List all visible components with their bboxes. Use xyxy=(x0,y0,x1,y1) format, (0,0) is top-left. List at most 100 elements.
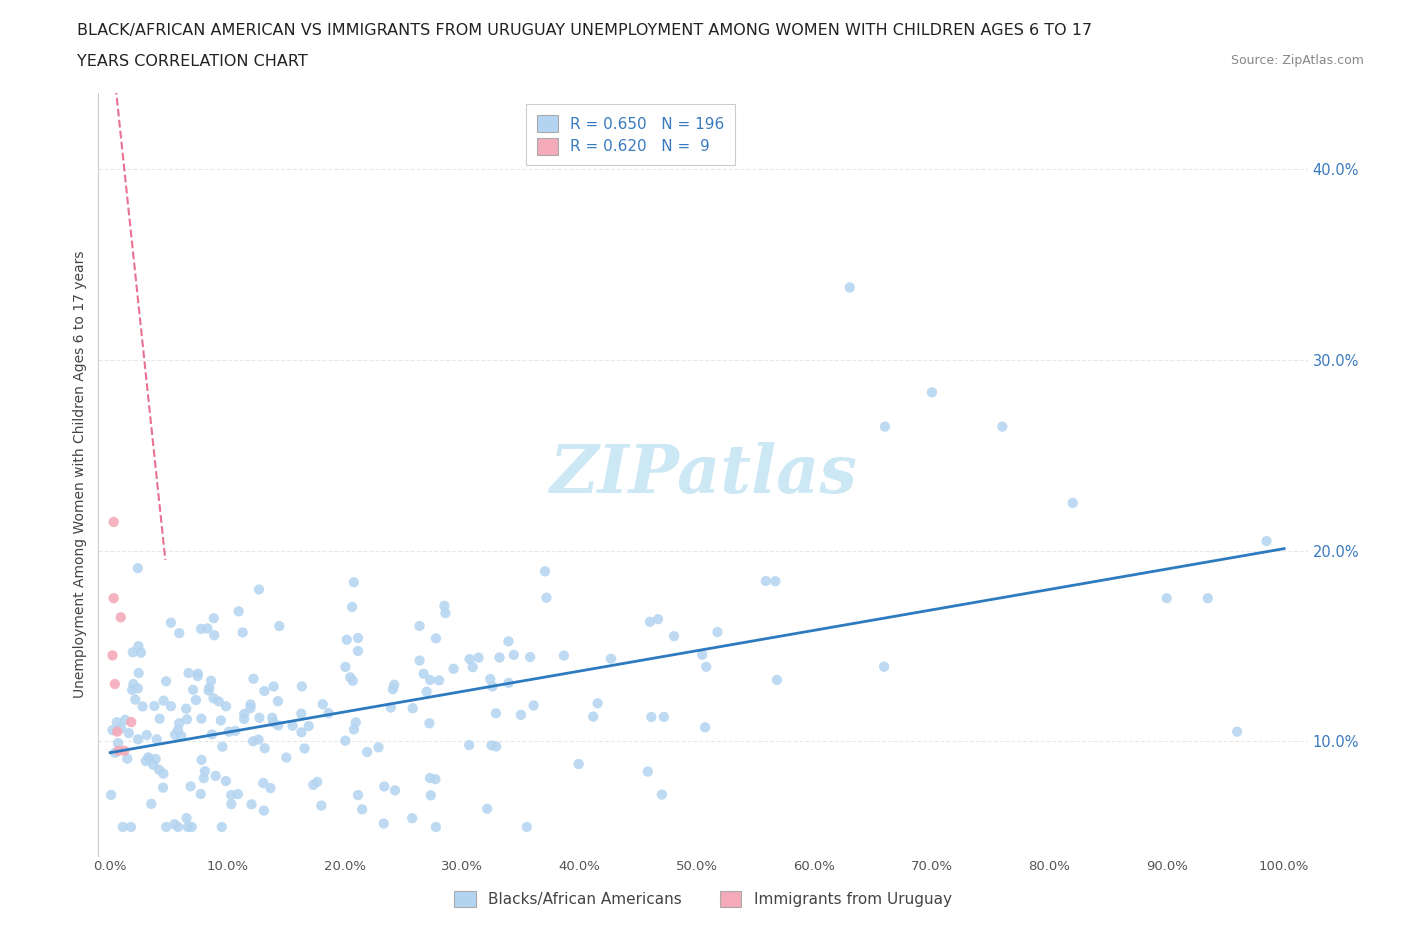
Point xyxy=(135,753,157,768)
Point xyxy=(262,715,284,730)
Point xyxy=(340,600,363,615)
Point xyxy=(152,693,174,708)
Point xyxy=(262,711,284,725)
Point xyxy=(373,817,395,831)
Text: Source: ZipAtlas.com: Source: ZipAtlas.com xyxy=(1230,54,1364,67)
Point xyxy=(342,673,364,688)
Point xyxy=(167,716,190,731)
Point xyxy=(498,675,520,690)
Point xyxy=(640,710,662,724)
Point xyxy=(167,626,190,641)
Point xyxy=(177,666,200,681)
Point xyxy=(167,819,190,834)
Point xyxy=(344,715,367,730)
Point xyxy=(115,751,138,766)
Point xyxy=(838,280,860,295)
Legend: Blacks/African Americans, Immigrants from Uruguay: Blacks/African Americans, Immigrants fro… xyxy=(447,883,959,915)
Point xyxy=(1062,496,1084,511)
Point xyxy=(335,659,357,674)
Point xyxy=(458,737,481,752)
Point xyxy=(181,683,204,698)
Point xyxy=(412,666,434,681)
Point xyxy=(291,679,314,694)
Point xyxy=(311,798,333,813)
Point xyxy=(198,681,221,696)
Point xyxy=(873,419,896,434)
Point xyxy=(662,629,685,644)
Point xyxy=(637,764,659,779)
Point xyxy=(502,647,524,662)
Point xyxy=(138,750,160,764)
Point xyxy=(233,707,256,722)
Point xyxy=(763,574,786,589)
Point xyxy=(356,745,378,760)
Point xyxy=(481,737,503,752)
Point xyxy=(534,564,557,578)
Text: YEARS CORRELATION CHART: YEARS CORRELATION CHART xyxy=(77,54,308,69)
Point xyxy=(408,653,430,668)
Point xyxy=(252,776,274,790)
Point xyxy=(367,740,389,755)
Point xyxy=(226,787,249,802)
Point xyxy=(149,711,172,726)
Point xyxy=(176,811,198,826)
Point xyxy=(343,575,366,590)
Point xyxy=(553,648,575,663)
Point xyxy=(155,674,177,689)
Point xyxy=(318,706,340,721)
Point xyxy=(267,694,290,709)
Point xyxy=(145,732,167,747)
Point xyxy=(127,561,149,576)
Point xyxy=(516,819,538,834)
Point xyxy=(114,712,136,727)
Point xyxy=(201,727,224,742)
Point xyxy=(401,701,423,716)
Point xyxy=(120,819,142,834)
Point xyxy=(477,802,499,817)
Point xyxy=(152,766,174,781)
Point xyxy=(190,787,212,802)
Point xyxy=(347,644,370,658)
Point xyxy=(343,722,366,737)
Point xyxy=(253,741,276,756)
Point xyxy=(143,698,166,713)
Point xyxy=(259,780,281,795)
Point xyxy=(209,713,232,728)
Point xyxy=(481,679,503,694)
Point xyxy=(294,741,316,756)
Point xyxy=(335,733,357,748)
Point xyxy=(479,671,502,686)
Point xyxy=(382,677,405,692)
Point xyxy=(195,621,218,636)
Point xyxy=(187,666,209,681)
Point xyxy=(141,796,163,811)
Point xyxy=(536,591,558,605)
Point xyxy=(425,631,447,645)
Point xyxy=(219,788,242,803)
Point xyxy=(135,727,157,742)
Point xyxy=(187,669,209,684)
Point xyxy=(509,708,531,723)
Point xyxy=(152,780,174,795)
Point xyxy=(138,751,160,766)
Point xyxy=(408,618,430,633)
Point xyxy=(425,772,447,787)
Point xyxy=(218,724,240,739)
Point xyxy=(373,779,395,794)
Point xyxy=(242,734,264,749)
Point xyxy=(142,757,165,772)
Point xyxy=(1197,591,1219,605)
Point xyxy=(1256,534,1278,549)
Point xyxy=(105,715,128,730)
Point xyxy=(461,659,484,674)
Point xyxy=(427,673,450,688)
Point xyxy=(202,691,225,706)
Point xyxy=(107,743,129,758)
Point xyxy=(112,743,135,758)
Point xyxy=(991,419,1014,434)
Point xyxy=(434,605,457,620)
Point xyxy=(202,628,225,643)
Point xyxy=(197,683,219,698)
Point xyxy=(425,819,447,834)
Point xyxy=(129,645,152,660)
